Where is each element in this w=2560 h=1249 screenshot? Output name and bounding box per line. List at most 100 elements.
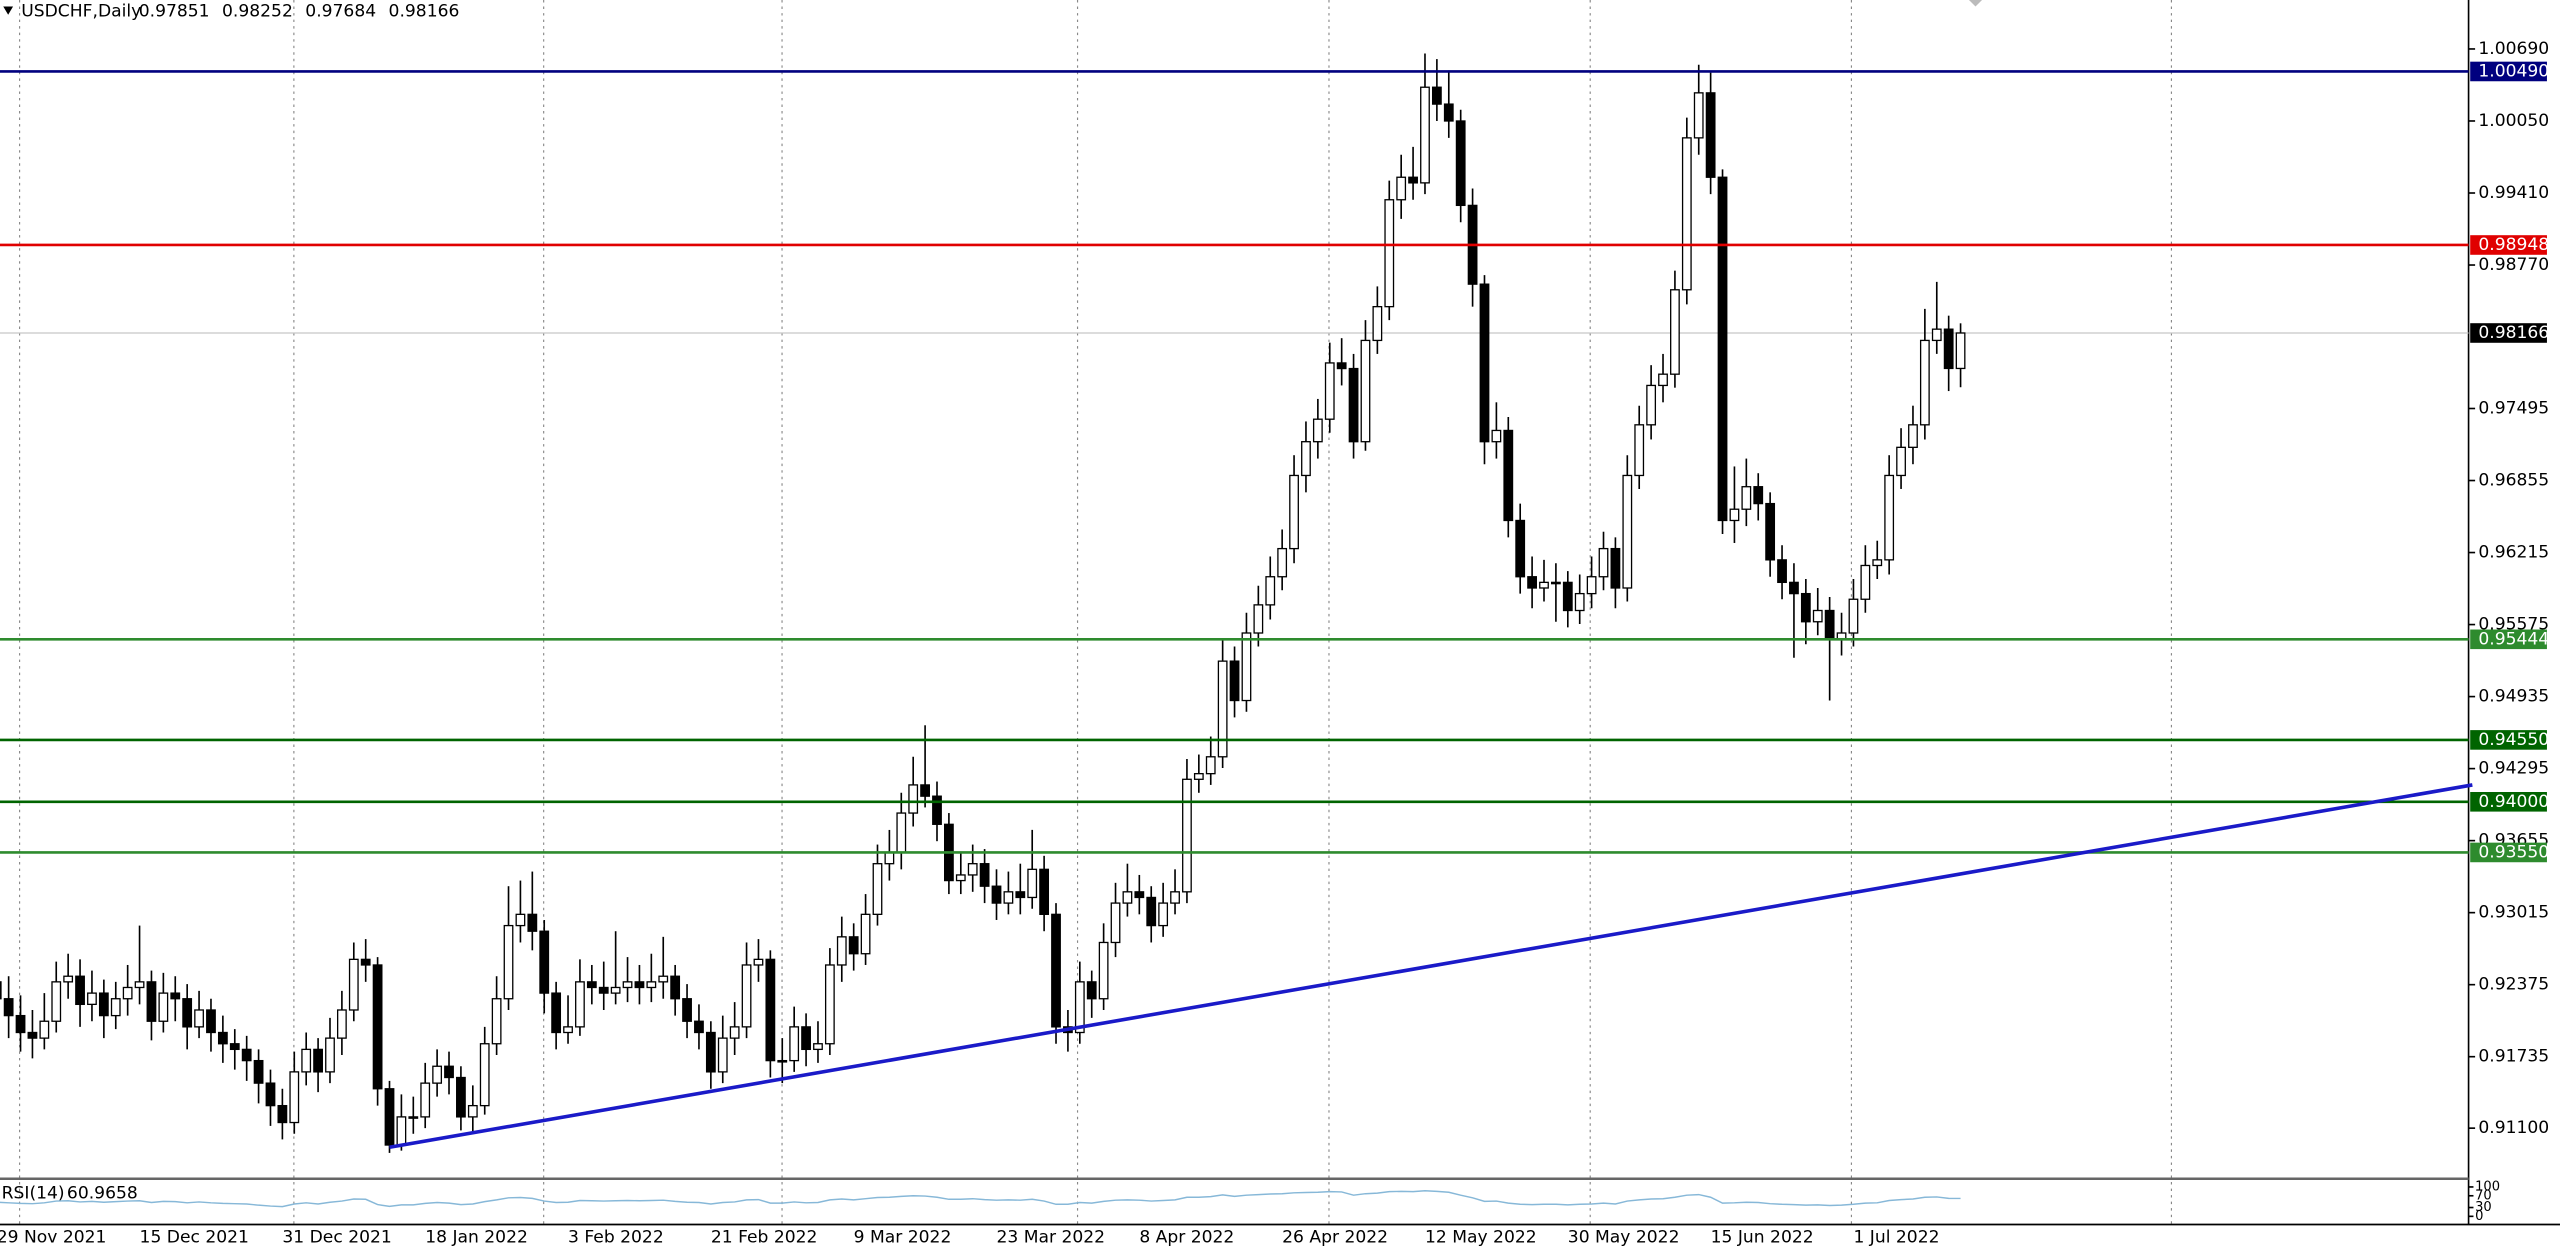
candle-body (98, 992, 109, 1017)
x-tick-label: 15 Dec 2021 (140, 1228, 249, 1248)
candle-body (1015, 891, 1026, 899)
candle-body (27, 1031, 38, 1039)
candle-body (1836, 632, 1847, 640)
ohlc-open: 0.97851 (139, 1, 210, 21)
rsi-line (0, 1190, 1961, 1208)
candle-body (1777, 559, 1787, 584)
candle-body (1765, 502, 1776, 561)
level-label: 1.00490 (2478, 61, 2549, 81)
candle-body (1193, 773, 1204, 780)
x-tick-label: 9 Mar 2022 (854, 1228, 952, 1248)
candle-body (1931, 328, 1942, 342)
candle-body (1634, 424, 1645, 477)
candle-body (456, 1076, 466, 1118)
candle-body (39, 1020, 50, 1039)
candle-body (1681, 137, 1692, 291)
rsi-value: 60.9658 (67, 1183, 138, 1203)
candle-body (753, 958, 764, 966)
candle-body (1919, 339, 1930, 426)
level-label: 0.94550 (2478, 730, 2549, 750)
candle-body (1312, 418, 1323, 443)
candle-body (110, 998, 121, 1017)
candle-body (1491, 429, 1502, 443)
candle-body (432, 1065, 443, 1084)
candle-body (682, 998, 692, 1022)
level-label-box (2470, 792, 2547, 812)
candle-body (396, 1116, 407, 1146)
candle-body (1372, 306, 1383, 342)
candle-body (527, 913, 538, 932)
candle-body (146, 981, 157, 1022)
level-label-box (2470, 235, 2547, 255)
y-tick-label: 1.00690 (2478, 39, 2549, 59)
candle-body (1884, 474, 1895, 561)
candle-body (563, 1026, 573, 1034)
y-tick-label: 0.91100 (2478, 1118, 2549, 1138)
candle-body (1646, 384, 1657, 426)
x-tick-label: 29 Nov 2021 (0, 1228, 106, 1248)
level-label-box (2470, 730, 2547, 750)
candle-body (63, 975, 74, 983)
candle-body (1455, 120, 1466, 207)
candle-body (729, 1026, 740, 1039)
candle-body (87, 992, 97, 1006)
candle-body (3, 998, 14, 1017)
candle-body (1705, 92, 1716, 178)
candle-body (1431, 86, 1442, 105)
y-tick-label: 0.99410 (2478, 183, 2549, 203)
candle-body (1170, 891, 1180, 904)
candle-body (622, 981, 633, 989)
candle-body (1693, 92, 1704, 139)
candle-body (1074, 981, 1085, 1034)
candle-body (479, 1043, 490, 1107)
candle-body (1443, 103, 1454, 122)
candle-body (670, 975, 681, 1000)
candle-body (896, 812, 907, 854)
ohlc-low: 0.97684 (305, 1, 376, 21)
candle-body (1134, 891, 1145, 899)
candle-body (1039, 868, 1050, 915)
candle-body (1408, 176, 1418, 184)
candle-body (503, 924, 514, 1000)
candle-body (467, 1104, 478, 1118)
level-label: 0.94000 (2478, 792, 2549, 812)
candle-body (789, 1026, 800, 1062)
rsi-tick-label: 30 (2475, 1200, 2492, 1215)
candle-body (1670, 289, 1680, 375)
x-tick-label: 31 Dec 2021 (282, 1228, 391, 1248)
candle-body (241, 1048, 252, 1062)
candle-body (1812, 609, 1823, 623)
candle-body (1824, 609, 1835, 640)
rsi-tick-label: 0 (2475, 1209, 2483, 1224)
candle-body (313, 1048, 323, 1073)
candle-body (1574, 592, 1585, 612)
candle-body (1003, 891, 1014, 904)
candle-body (1741, 486, 1752, 510)
candle-body (1086, 981, 1097, 1000)
candle-body (1384, 199, 1395, 308)
y-tick-label: 0.92375 (2478, 975, 2549, 995)
candle-body (277, 1104, 288, 1124)
candle-body (122, 986, 133, 1000)
candle-body (1348, 367, 1359, 443)
candle-body (265, 1082, 276, 1107)
candle-body (979, 863, 990, 887)
candle-body (229, 1043, 240, 1051)
candle-body (908, 784, 919, 814)
candle-body (1253, 604, 1264, 634)
candle-body (1800, 592, 1811, 623)
candle-body (813, 1043, 823, 1051)
candle-body (932, 795, 942, 825)
candle-body (75, 975, 85, 1006)
candle-body (1515, 519, 1526, 578)
candle-body (1622, 474, 1633, 589)
candle-body (1896, 446, 1906, 477)
candle-body (598, 986, 609, 994)
candle-body (848, 936, 859, 955)
candle-body (408, 1116, 419, 1119)
candle-body (1753, 486, 1764, 505)
candle-body (1848, 598, 1859, 634)
symbol-label: USDCHF,Daily (21, 1, 141, 21)
